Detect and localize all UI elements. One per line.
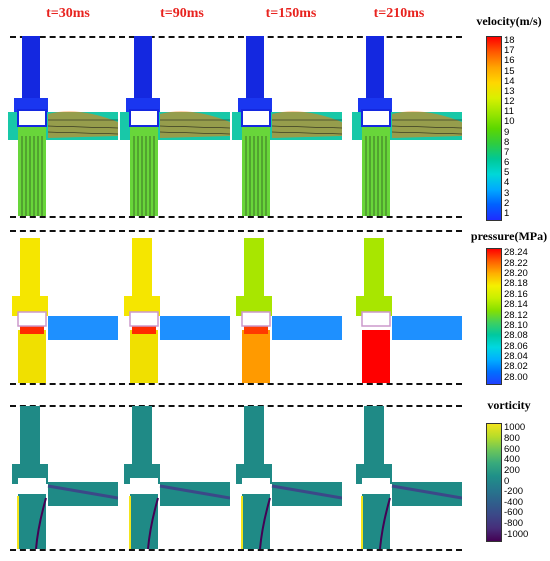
vorticity-tick-label: 1000 — [504, 422, 526, 434]
vorticity-tick-label: -400 — [504, 496, 524, 508]
pressure-tick-label: 28.22 — [504, 257, 528, 269]
velocity-tick-label: 1 — [504, 207, 510, 219]
vorticity-tick-label: -800 — [504, 518, 524, 530]
pressure-legend-title: pressure(MPa) — [470, 229, 548, 243]
time-label-210ms: t=210ms — [373, 6, 425, 21]
velocity-tick-label: 6 — [504, 157, 510, 169]
dash-line-velocity-bottom — [10, 216, 462, 218]
pressure-tick-label: 28.08 — [504, 330, 528, 342]
time-label-30ms: t=30ms — [46, 6, 90, 21]
vorticity-tick-label: -600 — [504, 507, 524, 519]
dash-line-pressure-bottom — [10, 383, 462, 385]
vorticity-tick-label: -1000 — [504, 528, 529, 540]
dash-line-vorticity-bottom — [10, 549, 462, 551]
pressure-tick-label: 28.16 — [504, 288, 528, 300]
pressure-tick-label: 28.10 — [504, 319, 528, 331]
velocity-contour-150ms — [232, 36, 342, 216]
pressure-tick-label: 28.00 — [504, 371, 528, 383]
vorticity-tick-label: 400 — [504, 454, 520, 466]
velocity-legend-title: velocity(m/s) — [476, 14, 542, 28]
velocity-contour-30ms — [8, 36, 118, 216]
velocity-tick-label: 9 — [504, 126, 510, 138]
pressure-tick-label: 28.14 — [504, 299, 528, 311]
time-label-150ms: t=150ms — [265, 6, 317, 21]
velocity-tick-label: 10 — [504, 116, 515, 128]
velocity-contour-210ms — [352, 36, 462, 216]
pressure-tick-label: 28.06 — [504, 340, 528, 352]
pressure-colorbar — [486, 248, 502, 385]
vorticity-tick-label: 600 — [504, 443, 520, 455]
pressure-tick-label: 28.02 — [504, 361, 528, 373]
dash-line-velocity-top — [10, 36, 462, 38]
pressure-contour-30ms — [8, 238, 118, 383]
pressure-tick-label: 28.18 — [504, 278, 528, 290]
velocity-tick-label: 16 — [504, 55, 515, 67]
velocity-tick-label: 7 — [504, 146, 510, 158]
pressure-contour-150ms — [232, 238, 342, 383]
velocity-tick-label: 2 — [504, 197, 510, 209]
velocity-tick-label: 18 — [504, 35, 515, 47]
velocity-tick-label: 4 — [504, 177, 510, 189]
pressure-tick-label: 28.20 — [504, 267, 528, 279]
velocity-contour-90ms — [120, 36, 230, 216]
vorticity-contour-210ms — [352, 406, 462, 549]
pressure-tick-label: 28.12 — [504, 309, 528, 321]
velocity-tick-label: 11 — [504, 106, 514, 118]
pressure-tick-label: 28.04 — [504, 351, 528, 363]
vorticity-contour-150ms — [232, 406, 342, 549]
vorticity-contour-90ms — [120, 406, 230, 549]
pressure-contour-90ms — [120, 238, 230, 383]
dash-line-pressure-top — [10, 230, 462, 232]
pressure-tick-label: 28.24 — [504, 247, 528, 259]
velocity-tick-label: 13 — [504, 85, 515, 97]
velocity-tick-label: 3 — [504, 187, 510, 199]
velocity-tick-label: 8 — [504, 136, 510, 148]
velocity-tick-label: 15 — [504, 65, 515, 77]
vorticity-tick-label: 0 — [504, 475, 510, 487]
velocity-colorbar — [486, 36, 502, 221]
velocity-tick-label: 5 — [504, 167, 510, 179]
vorticity-legend-title: vorticity — [487, 398, 531, 412]
velocity-tick-label: 14 — [504, 75, 515, 87]
vorticity-tick-label: 800 — [504, 432, 520, 444]
time-label-90ms: t=90ms — [160, 6, 204, 21]
vorticity-contour-30ms — [8, 406, 118, 549]
pressure-contour-210ms — [352, 238, 462, 383]
vorticity-colorbar — [486, 423, 502, 542]
dash-line-vorticity-top — [10, 405, 462, 407]
vorticity-tick-label: 200 — [504, 464, 520, 476]
vorticity-tick-label: -200 — [504, 486, 524, 498]
velocity-tick-label: 12 — [504, 96, 515, 108]
velocity-tick-label: 17 — [504, 45, 515, 57]
